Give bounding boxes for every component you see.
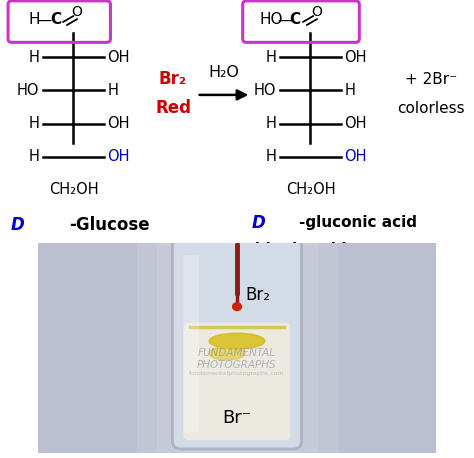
- Text: H: H: [265, 50, 276, 65]
- Bar: [137, 243, 337, 453]
- Text: HO: HO: [17, 83, 39, 98]
- Text: CH₂OH: CH₂OH: [49, 182, 98, 197]
- Text: D: D: [11, 216, 25, 234]
- Text: HO: HO: [254, 83, 276, 98]
- Text: D: D: [251, 214, 265, 232]
- Text: —: —: [277, 12, 292, 27]
- Text: fundamentalphotographs.com: fundamentalphotographs.com: [189, 371, 285, 376]
- Text: Br⁻: Br⁻: [222, 409, 252, 427]
- Text: H: H: [345, 83, 356, 98]
- Text: Red: Red: [155, 99, 191, 117]
- Text: H: H: [265, 116, 276, 131]
- Text: HO: HO: [259, 12, 283, 27]
- Text: -gluconic acid: -gluconic acid: [299, 215, 417, 230]
- Text: OH: OH: [108, 149, 130, 164]
- FancyBboxPatch shape: [173, 239, 301, 449]
- Text: H: H: [28, 149, 39, 164]
- Text: H: H: [265, 149, 276, 164]
- Text: Br₂: Br₂: [245, 286, 270, 305]
- Text: —: —: [36, 12, 52, 27]
- Text: -Glucose: -Glucose: [69, 216, 149, 234]
- Ellipse shape: [209, 333, 265, 349]
- Text: colorless: colorless: [398, 101, 465, 115]
- Text: O: O: [72, 5, 82, 19]
- Text: O: O: [311, 5, 322, 19]
- Text: FUNDAMENTAL: FUNDAMENTAL: [198, 349, 276, 358]
- Text: C: C: [50, 12, 62, 27]
- Text: PHOTOGRAPHS: PHOTOGRAPHS: [197, 360, 277, 370]
- Text: C: C: [289, 12, 301, 27]
- Text: OH: OH: [345, 50, 367, 65]
- Text: Br₂: Br₂: [159, 71, 187, 88]
- Text: OH: OH: [345, 149, 367, 164]
- FancyBboxPatch shape: [183, 255, 199, 432]
- FancyBboxPatch shape: [183, 323, 291, 440]
- Text: H: H: [28, 116, 39, 131]
- Bar: [157, 243, 317, 453]
- Ellipse shape: [209, 347, 245, 360]
- Text: CH₂OH: CH₂OH: [286, 182, 335, 197]
- Text: an aldonic acid: an aldonic acid: [218, 242, 346, 257]
- Text: H: H: [28, 12, 40, 27]
- Circle shape: [233, 303, 241, 311]
- Text: H₂O: H₂O: [208, 65, 239, 80]
- Text: H: H: [28, 50, 39, 65]
- Text: OH: OH: [108, 50, 130, 65]
- Text: + 2Br⁻: + 2Br⁻: [405, 72, 457, 87]
- Text: OH: OH: [345, 116, 367, 131]
- Bar: [177, 243, 297, 453]
- Text: OH: OH: [108, 116, 130, 131]
- Text: H: H: [108, 83, 118, 98]
